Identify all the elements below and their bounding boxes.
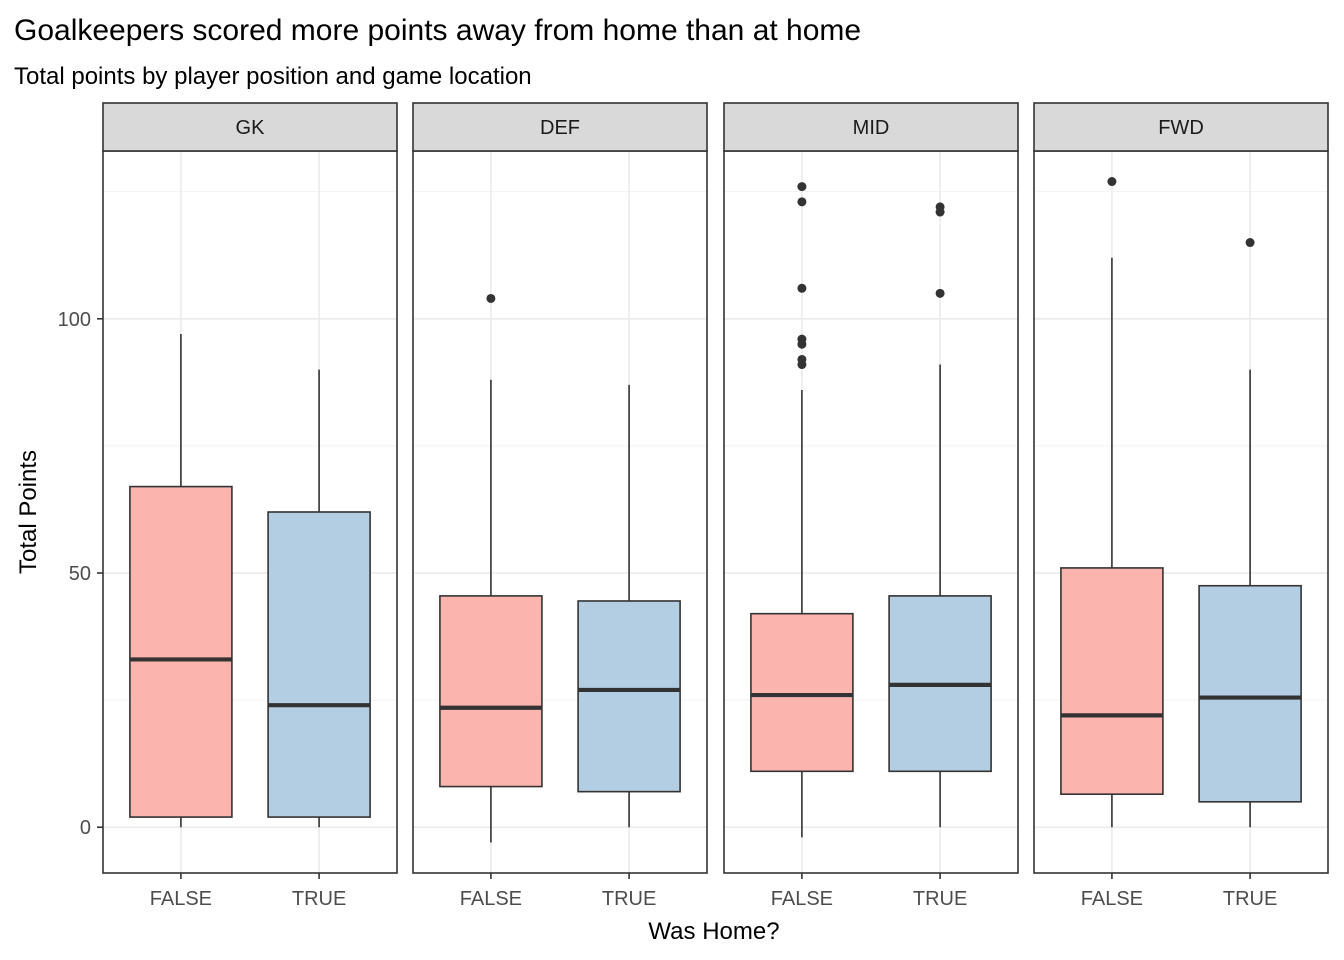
facet-strip-label: FWD [1158, 117, 1204, 139]
box-iqr [129, 485, 233, 818]
chart-title: Goalkeepers scored more points away from… [14, 14, 861, 47]
x-tick-label: TRUE [1223, 888, 1277, 910]
outlier-point [797, 283, 807, 293]
facet-strip-label: MID [853, 117, 890, 139]
box-def-true [577, 384, 681, 828]
outlier-point [797, 182, 807, 192]
x-tick-label: FALSE [150, 888, 212, 910]
box-fwd-true [1198, 238, 1302, 828]
y-axis-title: Total Points [15, 450, 42, 574]
outlier-point [935, 202, 945, 212]
x-tick-label: FALSE [460, 888, 522, 910]
x-axis-title: Was Home? [648, 918, 779, 945]
box-def-false [439, 293, 543, 843]
y-tick-label: 50 [69, 563, 91, 585]
box-iqr [1060, 567, 1164, 795]
facet-panel-gk: GK FALSE TRUE [102, 102, 398, 910]
facet-strip [102, 102, 398, 152]
x-tick-label: TRUE [602, 888, 656, 910]
facet-panel-mid: MID FALSE TRUE [723, 102, 1019, 910]
chart-subtitle: Total points by player position and game… [14, 63, 532, 90]
facet-strip-label: DEF [540, 117, 580, 139]
facet-strip [1033, 102, 1329, 152]
facets-layer: GK FALSE TRUE DEF FALSE TRUE MID FALSE TRUE FWD FA… [102, 102, 1329, 910]
x-tick-label: TRUE [292, 888, 346, 910]
box-fwd-false [1060, 177, 1164, 828]
outlier-point [797, 334, 807, 344]
facet-strip [723, 102, 1019, 152]
outlier-point [1107, 177, 1117, 187]
outlier-point [797, 354, 807, 364]
box-iqr [267, 511, 371, 818]
y-tick-label: 100 [58, 309, 91, 331]
outlier-point [486, 293, 496, 303]
box-mid-false [750, 182, 854, 838]
box-iqr [750, 612, 854, 773]
facet-strip-label: GK [236, 117, 266, 139]
x-tick-label: FALSE [771, 888, 833, 910]
box-mid-true [888, 202, 992, 828]
facet-panel-def: DEF FALSE TRUE [412, 102, 708, 910]
facet-strip [412, 102, 708, 152]
outlier-point [1245, 238, 1255, 248]
y-axis: 0 50 100 [58, 309, 103, 839]
box-iqr [577, 600, 681, 793]
outlier-point [797, 197, 807, 207]
facet-panel-fwd: FWD FALSE TRUE [1033, 102, 1329, 910]
outlier-point [935, 288, 945, 298]
box-iqr [439, 595, 543, 788]
x-tick-label: FALSE [1081, 888, 1143, 910]
x-tick-label: TRUE [913, 888, 967, 910]
y-tick-label: 0 [80, 817, 91, 839]
box-iqr [1198, 584, 1302, 803]
box-gk-false [129, 334, 233, 828]
box-gk-true [267, 369, 371, 828]
